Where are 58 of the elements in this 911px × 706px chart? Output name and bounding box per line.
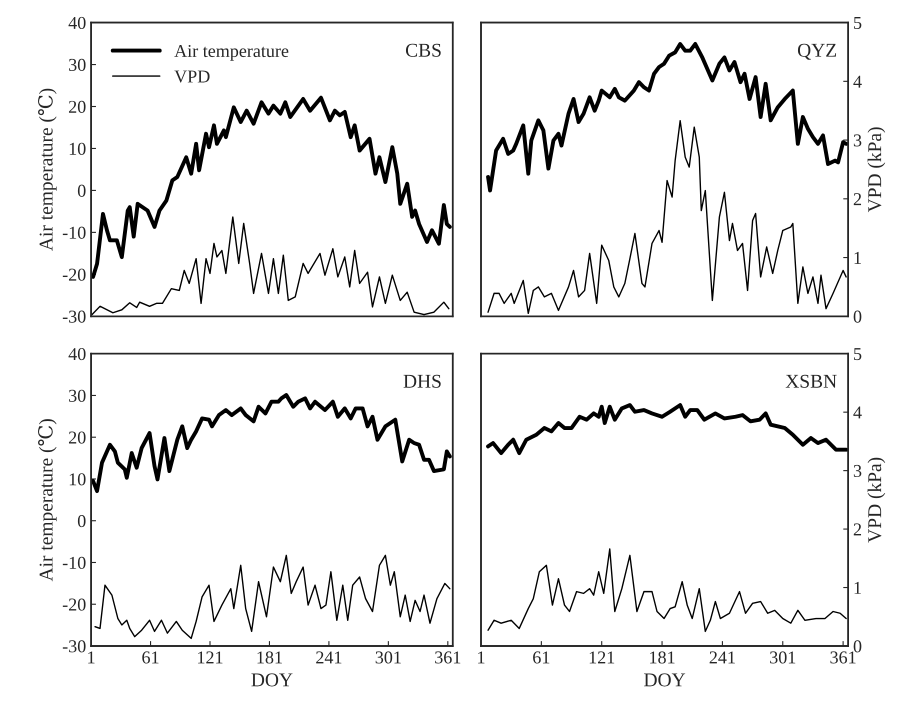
x-tick-label: 181	[650, 651, 675, 664]
x-axis-title: DOY	[251, 673, 292, 686]
y2-tick-label: 4	[853, 76, 862, 88]
y2-tick-label: 3	[854, 464, 862, 478]
y2-tick-label: 5	[854, 17, 862, 30]
y2-axis-title: VPD (kPa)	[868, 127, 886, 212]
legend-label: VPD	[174, 70, 210, 83]
x-tick-label: 1	[478, 651, 484, 664]
line-series	[91, 393, 452, 494]
y-tick-label: -10	[62, 226, 86, 239]
y-tick-label: 10	[70, 473, 86, 486]
y2-tick-label: 3	[854, 134, 862, 147]
x-tick-label: 241	[710, 651, 735, 664]
y-tick-label: 0	[78, 514, 86, 528]
line-series	[487, 120, 847, 314]
x-tick-label: 301	[770, 651, 796, 664]
text: QYZ	[798, 44, 836, 60]
x-tick-label: 121	[590, 651, 614, 664]
y-tick-label: 40	[68, 348, 86, 360]
y-tick-label: 20	[68, 100, 86, 113]
y2-tick-label: 4	[853, 406, 862, 418]
y2-tick-label: 0	[854, 640, 862, 652]
y-tick-label: 0	[78, 184, 86, 197]
y-tick-label: -20	[62, 268, 86, 281]
x-tick-label: 361	[830, 651, 856, 664]
legend-label: Air temperature	[174, 44, 288, 61]
line-series	[91, 96, 452, 279]
x-tick-label: 301	[376, 651, 401, 664]
y2-tick-label: 1	[854, 252, 861, 264]
y-tick-label: -30	[62, 640, 86, 652]
y-tick-label: -30	[62, 310, 86, 323]
y2-tick-label: 0	[854, 310, 862, 323]
y-tick-label: -20	[62, 598, 86, 611]
y-tick-label: 30	[69, 390, 86, 402]
y-tick-label: 10	[70, 142, 86, 155]
y-tick-label: 30	[69, 58, 86, 71]
y-tick-label: 20	[68, 431, 86, 444]
y2-axis-title: VPD (kPa)	[868, 458, 886, 543]
y-axis-title: Air temperature (℃)	[38, 88, 57, 251]
y2-tick-label: 5	[854, 348, 862, 360]
text: XSBN	[786, 374, 837, 388]
text: DHS	[404, 374, 441, 388]
y-tick-label: -10	[62, 556, 86, 569]
y2-tick-label: 2	[854, 523, 862, 536]
x-axis-title: DOY	[644, 673, 686, 686]
x-tick-label: 61	[142, 651, 158, 664]
x-tick-label: 181	[258, 651, 282, 664]
x-tick-label: 61	[533, 651, 550, 664]
y2-tick-label: 1	[854, 582, 861, 594]
x-tick-label: 1	[88, 651, 95, 664]
text: CBS	[406, 44, 441, 57]
y-axis-title: Air temperature (℃)	[38, 419, 57, 582]
line-series	[487, 548, 847, 632]
y-tick-label: 40	[68, 16, 86, 30]
x-tick-label: 361	[435, 651, 460, 664]
x-tick-label: 121	[198, 651, 222, 664]
y2-tick-label: 2	[854, 193, 862, 206]
x-tick-label: 241	[316, 651, 342, 664]
